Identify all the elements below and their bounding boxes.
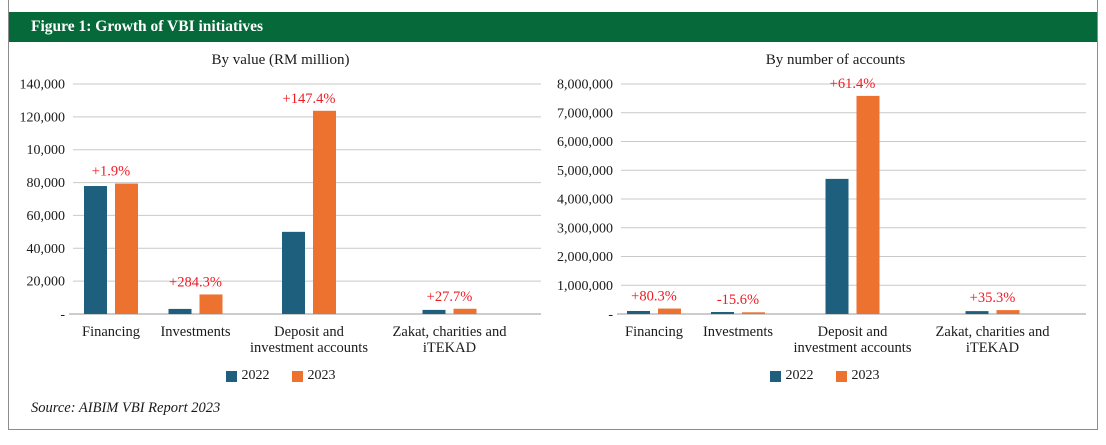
y-tick-label: 4,000,000: [557, 193, 613, 208]
figure-header: Figure 1: Growth of VBI initiatives: [9, 12, 1097, 42]
bar-2022-deposit-and-investment-accounts: [825, 178, 849, 314]
legend-swatch-2023: [835, 370, 847, 382]
y-tick-label: -: [608, 308, 613, 323]
source-note: Source: AIBIM VBI Report 2023: [31, 400, 221, 416]
pct-change-label: +147.4%: [283, 91, 336, 107]
x-category-label: Deposit and investment accounts: [250, 324, 368, 356]
y-tick-label: 8,000,000: [557, 78, 613, 93]
pct-change-label: +1.9%: [92, 164, 130, 180]
pct-change-label: +61.4%: [830, 76, 876, 92]
legend-label-2022: 2022: [785, 368, 814, 383]
chart-title-by-value: By value (RM million): [211, 52, 350, 68]
legend-swatch-2022: [225, 370, 237, 382]
legend-label-2023: 2023: [307, 368, 336, 383]
legend-by-accounts: 2022 2023: [552, 368, 1097, 384]
bar-2023-investments: [742, 312, 765, 314]
bar-2022-financing: [84, 186, 107, 314]
x-category-label: Financing: [625, 324, 683, 340]
legend-swatch-2022: [769, 370, 781, 382]
legend-item-2023: 2023: [291, 368, 336, 384]
bar-2022-investments: [168, 308, 192, 314]
legend-item-2022: 2022: [769, 368, 814, 384]
bar-2022-financing: [627, 310, 650, 314]
pct-change-label: +27.7%: [427, 289, 473, 305]
bar-2023-deposit-and-investment-accounts: [313, 110, 336, 315]
chart-title-by-accounts: By number of accounts: [765, 52, 906, 68]
y-tick-label: 120,000: [20, 110, 66, 125]
y-tick-label: 7,000,000: [557, 106, 613, 121]
legend-label-2023: 2023: [851, 368, 880, 383]
legend-by-value: 2022 2023: [9, 368, 552, 384]
y-tick-label: 2,000,000: [557, 250, 613, 265]
y-tick-label: -: [60, 308, 65, 323]
x-category-label: Investments: [703, 324, 773, 340]
y-tick-label: 60,000: [27, 209, 66, 224]
x-category-label: Investments: [160, 324, 230, 340]
legend-item-2022: 2022: [225, 368, 270, 384]
bar-2022-deposit-and-investment-accounts: [282, 231, 305, 314]
bar-plot-by-accounts: 8,000,000 7,000,000 6,000,000 5,000,000 4,00…: [557, 76, 1086, 356]
y-tick-label: 5,000,000: [557, 164, 613, 179]
bar-plot-by-value: 140,000 120,000 10,000 80,000 60,000 40,000 20…: [20, 78, 541, 356]
y-tick-label: 140,000: [20, 78, 66, 93]
bar-2023-zakat-charities-and-itekad: [453, 308, 477, 314]
x-category-label: Zakat, charities and iTEKAD: [936, 324, 1051, 356]
bar-2023-zakat-charities-and-itekad: [996, 310, 1020, 314]
y-tick-label: 40,000: [27, 242, 66, 257]
pct-change-label: +284.3%: [169, 274, 222, 290]
x-category-label: Zakat, charities and iTEKAD: [393, 324, 508, 356]
y-tick-label: 10,000: [27, 143, 66, 158]
chart-by-accounts: By number of accounts 8,000,000 7,000,000…: [552, 42, 1097, 384]
chart-by-value: By value (RM million) 140,000 120,000 10,0…: [9, 42, 552, 384]
legend-item-2023: 2023: [835, 368, 880, 384]
bar-2022-zakat-charities-and-itekad: [422, 309, 446, 314]
pct-change-label: -15.6%: [717, 292, 759, 308]
y-tick-label: 80,000: [27, 176, 66, 191]
legend-swatch-2023: [291, 370, 303, 382]
y-tick-label: 6,000,000: [557, 135, 613, 150]
bar-2022-zakat-charities-and-itekad: [965, 311, 989, 314]
bar-2022-investments: [711, 311, 734, 314]
pct-change-label: +80.3%: [631, 289, 677, 305]
bar-2023-investments: [199, 294, 223, 314]
y-tick-label: 1,000,000: [557, 279, 613, 294]
charts-row: By value (RM million) 140,000 120,000 10,0…: [9, 42, 1097, 384]
figure-title: Figure 1: Growth of VBI initiatives: [31, 18, 264, 35]
y-tick-label: 20,000: [27, 275, 66, 290]
figure-container: Figure 1: Growth of VBI initiatives By v…: [8, 0, 1098, 430]
x-category-label: Deposit and investment accounts: [794, 324, 912, 356]
bar-2023-deposit-and-investment-accounts: [856, 95, 880, 314]
y-tick-label: 3,000,000: [557, 221, 613, 236]
bar-2023-financing: [115, 183, 138, 314]
legend-label-2022: 2022: [241, 368, 270, 383]
pct-change-label: +35.3%: [970, 290, 1016, 306]
x-category-label: Financing: [82, 324, 140, 340]
bar-2023-financing: [658, 308, 681, 314]
